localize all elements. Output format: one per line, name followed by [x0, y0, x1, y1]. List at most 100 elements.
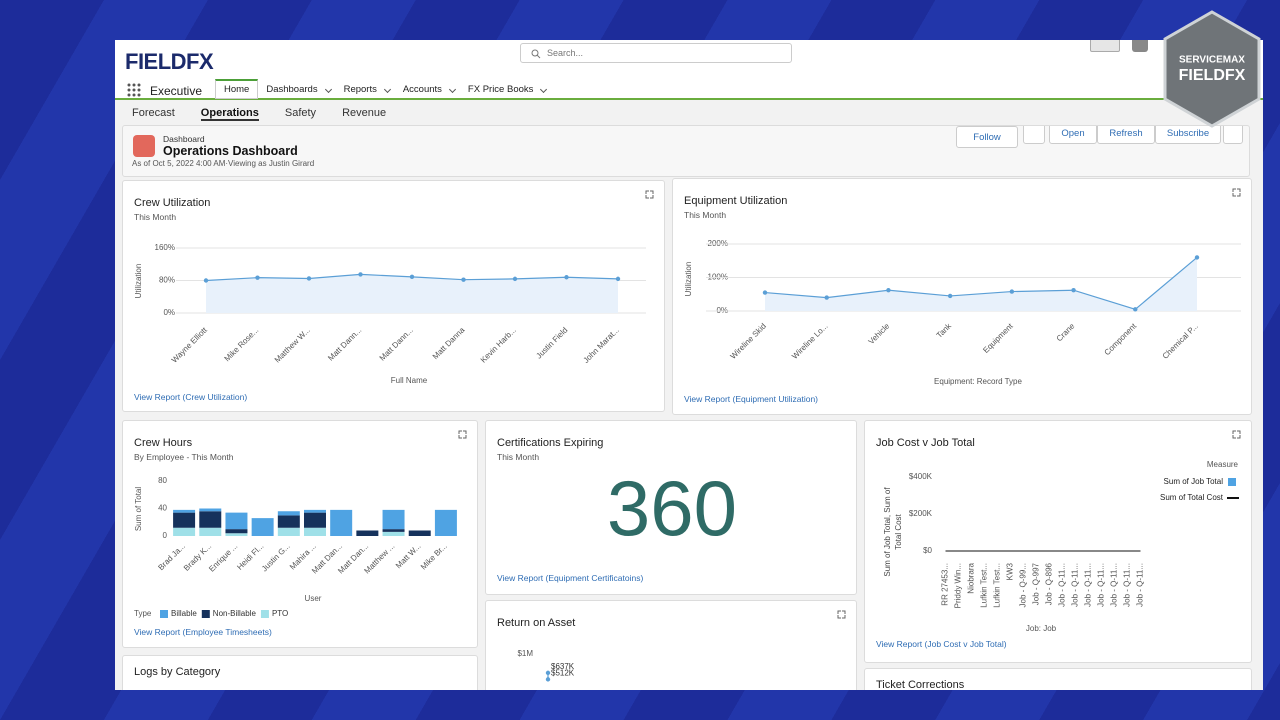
expand-icon[interactable] — [1232, 188, 1241, 197]
header-subtitle: As of Oct 5, 2022 4:00 AM·Viewing as Jus… — [132, 159, 315, 168]
logo: FIELDFX — [125, 49, 214, 74]
bar-segment — [434, 509, 457, 536]
tab-bar: Forecast Operations Safety Revenue — [132, 103, 412, 121]
nav-item[interactable]: Dashboards — [258, 81, 335, 98]
bar-segment — [173, 509, 196, 513]
x-tick-label: Vehicle — [867, 321, 892, 346]
expand-icon[interactable] — [837, 610, 846, 619]
point — [1009, 289, 1015, 294]
app-launcher[interactable] — [127, 83, 141, 97]
legend-swatch — [1228, 478, 1236, 486]
y-axis-label: Utilization — [684, 262, 693, 297]
tab[interactable]: Revenue — [342, 107, 387, 119]
refresh-button[interactable]: Refresh — [1097, 126, 1155, 144]
app-window: FIELDFX Search... Executive Home Dashboar… — [115, 40, 1263, 690]
follow-button[interactable]: Follow — [956, 126, 1018, 148]
crew-utilization-chart: 0% 80% 160% Wayne Elliott Mike Rose... Matthe… — [134, 243, 646, 385]
legend-label: PTO — [272, 609, 288, 618]
y-tick-label: $0 — [923, 546, 932, 555]
badge-top: SERVICEMAX — [1179, 55, 1245, 66]
x-tick-label: Job - Q-11... — [1110, 563, 1119, 607]
bar-segment — [277, 527, 300, 536]
nav-item[interactable]: FX Price Books — [460, 81, 551, 98]
tab[interactable]: Safety — [284, 107, 317, 119]
search-box[interactable]: Search... — [520, 43, 792, 63]
legend-title: Measure — [1207, 460, 1239, 469]
report-link[interactable]: View Report (Employee Timesheets) — [134, 627, 272, 637]
bar-segment — [356, 530, 379, 536]
card-title: Certifications Expiring — [497, 437, 604, 449]
report-link[interactable]: View Report (Crew Utilization) — [134, 392, 248, 402]
favorite-button[interactable] — [1090, 40, 1120, 52]
card-title: Crew Hours — [134, 437, 193, 449]
card-title: Crew Utilization — [134, 197, 211, 209]
expand-icon[interactable] — [645, 190, 654, 199]
point — [255, 275, 260, 280]
x-tick-label: Matt Danna — [431, 325, 467, 361]
metric-value: 360 — [606, 464, 738, 552]
open-button[interactable]: Open — [1049, 126, 1097, 144]
report-link[interactable]: View Report (Equipment Utilization) — [684, 394, 819, 404]
x-tick-label: Chemical P... — [1161, 322, 1200, 361]
x-tick-label: Job - Q-11... — [1123, 563, 1132, 607]
report-link[interactable]: View Report (Equipment Certificatoins) — [497, 573, 644, 583]
subscribe-button[interactable]: Subscribe — [1155, 126, 1221, 144]
bar-segment — [382, 529, 405, 532]
add-button[interactable] — [1132, 40, 1148, 52]
x-tick-label: Job - Q-997 — [1032, 562, 1041, 605]
x-tick-label: Tank — [935, 321, 954, 340]
legend-title: Type — [134, 609, 152, 618]
x-tick-label: Matthew W... — [273, 326, 312, 365]
card-subtitle: This Month — [134, 212, 177, 222]
return-on-asset-card: $1M $637K $512K Return on Asset — [485, 600, 857, 690]
card-title: Ticket Corrections — [876, 679, 965, 690]
card-title: Job Cost v Job Total — [876, 437, 975, 449]
certifications-card: Certifications Expiring This Month 360 V… — [485, 420, 857, 595]
x-tick-label: Component — [1103, 321, 1139, 357]
y-axis-label: Utilization — [134, 264, 143, 299]
point — [564, 275, 569, 280]
tab[interactable]: Forecast — [132, 107, 175, 119]
header-buttons: Follow Open Refresh Subscribe — [123, 126, 1249, 176]
card-subtitle: This Month — [497, 452, 540, 462]
dashboard-header: Dashboard Operations Dashboard As of Oct… — [122, 125, 1250, 177]
x-axis-label: Full Name — [391, 376, 428, 385]
nav-item[interactable]: Accounts — [395, 81, 460, 98]
ticket-card: Ticket Corrections — [864, 668, 1252, 690]
expand-icon[interactable] — [458, 430, 467, 439]
app-name: Executive — [150, 84, 203, 98]
x-tick-label: Lufkin Test... — [980, 563, 989, 608]
bar-segment — [277, 515, 300, 528]
card-title: Return on Asset — [497, 617, 576, 629]
report-link[interactable]: View Report (Job Cost v Job Total) — [876, 639, 1007, 649]
bar-segment — [304, 527, 326, 536]
line — [764, 256, 1198, 310]
x-tick-label: Enrique ... — [207, 542, 239, 574]
card-subtitle: This Month — [684, 210, 727, 220]
nav-item[interactable]: Reports — [336, 81, 395, 98]
legend-swatch — [160, 610, 168, 618]
equipment-utilization-chart: 0%100%200%Wireline Skid Wireline Lo... Veh… — [684, 239, 1241, 386]
return-on-asset-chart: $1M $637K$512K — [517, 649, 575, 682]
nav-item[interactable]: Home — [215, 79, 259, 99]
bar-segment — [382, 531, 405, 536]
bar-segment — [199, 508, 222, 512]
tab[interactable]: Operations — [200, 107, 259, 121]
x-tick-label: Niobrara — [967, 562, 976, 593]
bar-segment — [199, 511, 222, 528]
x-tick-label: Job - Q-896 — [1045, 562, 1054, 605]
brand-badge: SERVICEMAX FIELDFX — [1163, 10, 1261, 128]
y-tick-label: $400K — [909, 472, 933, 481]
x-tick-label: Mike Br... — [419, 542, 449, 572]
bar-segment — [277, 511, 300, 516]
badge-bottom: FIELDFX — [1179, 67, 1246, 84]
icon-button[interactable] — [1023, 126, 1045, 144]
crew-utilization-card: 0% 80% 160% Wayne Elliott Mike Rose... Matthe… — [122, 180, 665, 412]
expand-icon[interactable] — [1232, 430, 1241, 439]
nav-bar: Home Dashboards Reports Accounts FX Price Bo… — [215, 79, 551, 99]
area — [206, 274, 618, 313]
legend-label: Sum of Total Cost — [1160, 493, 1224, 502]
x-tick-label: Job - Q-11... — [1058, 563, 1067, 607]
logs-card: Logs by Category — [122, 655, 478, 690]
more-button[interactable] — [1223, 126, 1243, 144]
